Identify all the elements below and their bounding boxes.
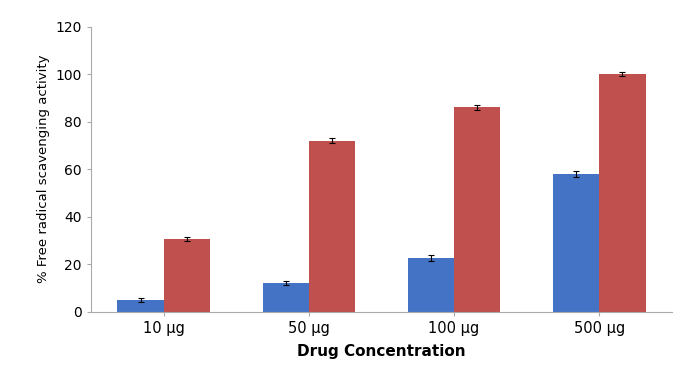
Bar (454, 108, 500, 312)
Bar (164, 239, 210, 312)
X-axis label: Drug Concentration: Drug Concentration (298, 344, 466, 359)
Bar (262, 283, 309, 312)
Y-axis label: % Free radical scavenging activity: % Free radical scavenging activity (37, 55, 50, 283)
Bar (118, 300, 164, 312)
Bar (309, 141, 356, 312)
Bar (599, 74, 645, 312)
Bar (553, 174, 599, 312)
Bar (407, 258, 454, 312)
